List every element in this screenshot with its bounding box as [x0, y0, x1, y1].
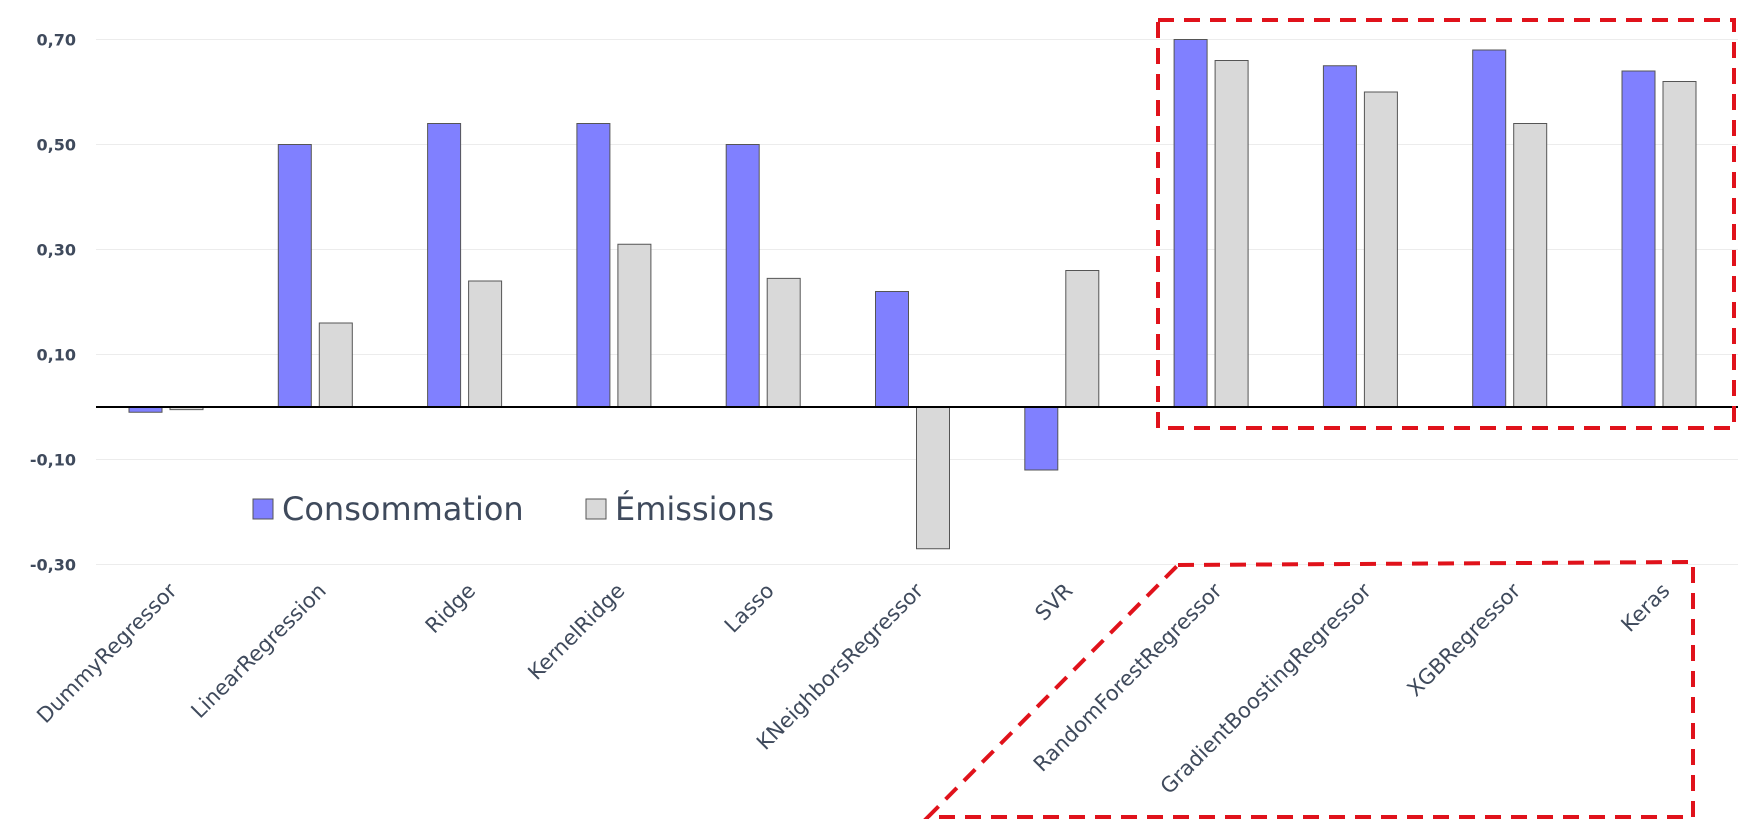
bar-emissions-gradientboostingregressor: [1363, 91, 1398, 408]
y-tick-label: 0,30: [37, 241, 76, 260]
y-tick-label: 0,70: [37, 31, 76, 50]
x-tick-label: XGBRegressor: [1403, 578, 1526, 701]
bar-emissions-xgbregressor: [1513, 123, 1548, 408]
legend-swatch-consommation: [252, 498, 274, 520]
x-tick-label: LinearRegression: [186, 579, 330, 723]
bar-consommation-randomforestregressor: [1173, 39, 1208, 408]
x-tick-label: KNeighborsRegressor: [752, 578, 928, 754]
y-tick-label: 0,10: [37, 346, 76, 365]
bar-emissions-linearregression: [318, 322, 353, 408]
legend-label-emissions: Émissions: [615, 490, 774, 528]
bar-emissions-lasso: [766, 277, 801, 408]
bar-emissions-ridge: [468, 280, 503, 408]
x-tick-label: KernelRidge: [523, 579, 629, 685]
y-tick-label: -0,10: [30, 451, 76, 470]
y-axis-ticks: 0,70 0,50 0,30 0,10 -0,10 -0,30: [30, 31, 76, 575]
bar-consommation-kneighborsregressor: [875, 291, 909, 408]
x-tick-label: DummyRegressor: [32, 578, 182, 728]
x-axis-ticks: DummyRegressor LinearRegression Ridge Kerne…: [32, 578, 1674, 799]
y-tick-label: -0,30: [30, 556, 76, 575]
legend-swatch-emissions: [585, 498, 607, 520]
bar-emissions-svr: [1065, 270, 1100, 408]
bar-consommation-xgbregressor: [1472, 49, 1507, 408]
legend: Consommation Émissions: [252, 490, 774, 528]
bar-emissions-randomforestregressor: [1214, 60, 1249, 408]
bars: [128, 39, 1697, 550]
bar-consommation-svr: [1024, 406, 1059, 471]
bar-emissions-keras: [1662, 81, 1697, 408]
bar-consommation-gradientboostingregressor: [1322, 65, 1357, 408]
bar-consommation-kernelridge: [576, 123, 611, 408]
bar-consommation-keras: [1621, 70, 1656, 408]
x-tick-label: Ridge: [421, 579, 480, 638]
bar-consommation-linearregression: [277, 144, 312, 408]
highlight-boxes: [923, 18, 1736, 819]
highlight-box-bars: [1156, 18, 1736, 430]
y-tick-label: 0,50: [37, 136, 76, 155]
bar-consommation-lasso: [725, 144, 760, 408]
highlight-box-labels: [923, 559, 1695, 819]
x-tick-label: Keras: [1616, 579, 1674, 637]
bar-consommation-ridge: [427, 123, 462, 408]
x-tick-label: SVR: [1030, 579, 1077, 626]
x-tick-label: Lasso: [720, 579, 779, 638]
legend-label-consommation: Consommation: [282, 490, 524, 528]
bar-emissions-kneighborsregressor: [916, 406, 950, 550]
bar-emissions-kernelridge: [617, 243, 652, 408]
